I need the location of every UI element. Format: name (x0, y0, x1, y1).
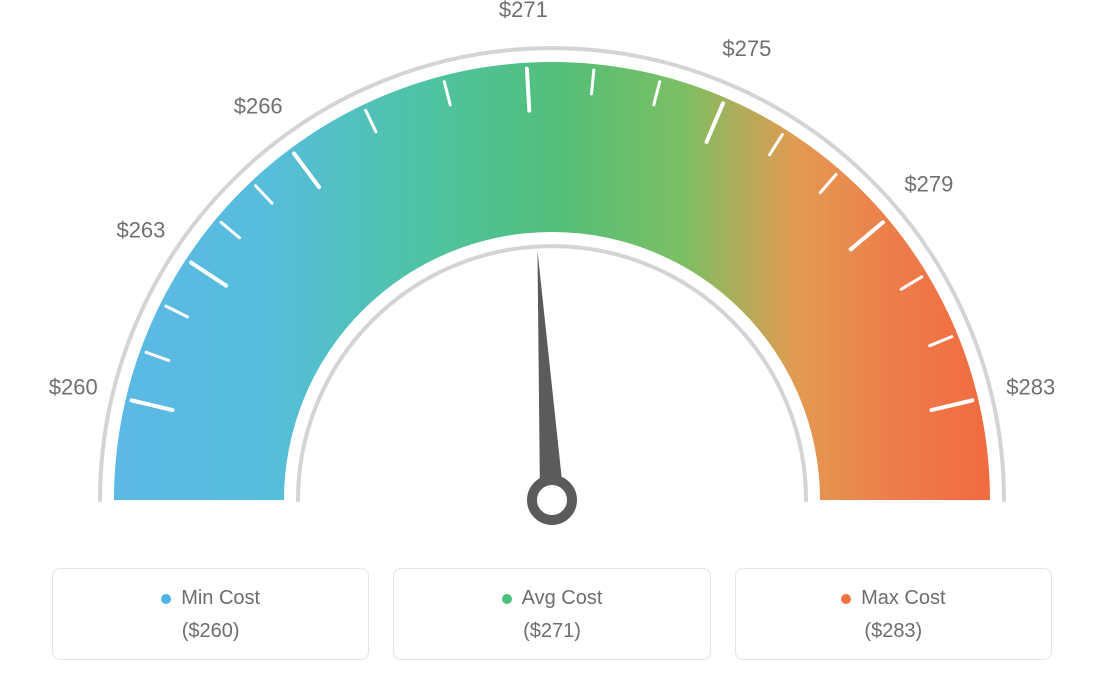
legend-value-max: ($283) (746, 620, 1041, 643)
legend-card-min: Min Cost ($260) (52, 568, 369, 660)
gauge-chart-stage: $260 $263 $266 $271 $275 $279 $283 Min Cost ($… (0, 0, 1104, 690)
svg-text:$279: $279 (904, 172, 953, 197)
legend-card-avg: Avg Cost ($271) (393, 568, 710, 660)
legend-title-avg: Avg Cost (502, 587, 603, 610)
legend-title-max: Max Cost (841, 587, 945, 610)
svg-text:$271: $271 (499, 0, 548, 22)
svg-text:$275: $275 (722, 36, 771, 61)
svg-text:$260: $260 (49, 375, 98, 400)
legend-label-max: Max Cost (861, 587, 945, 610)
legend-label-avg: Avg Cost (522, 587, 603, 610)
legend-dot-avg (502, 594, 512, 604)
legend-label-min: Min Cost (181, 587, 260, 610)
legend-dot-min (161, 594, 171, 604)
legend-card-max: Max Cost ($283) (735, 568, 1052, 660)
gauge-svg: $260 $263 $266 $271 $275 $279 $283 (0, 0, 1104, 560)
legend-row: Min Cost ($260) Avg Cost ($271) Max Cost… (52, 568, 1052, 660)
svg-text:$283: $283 (1006, 375, 1055, 400)
legend-title-min: Min Cost (161, 587, 260, 610)
legend-value-min: ($260) (63, 620, 358, 643)
svg-text:$263: $263 (116, 218, 165, 243)
svg-text:$266: $266 (234, 93, 283, 118)
legend-value-avg: ($271) (404, 620, 699, 643)
legend-dot-max (841, 594, 851, 604)
